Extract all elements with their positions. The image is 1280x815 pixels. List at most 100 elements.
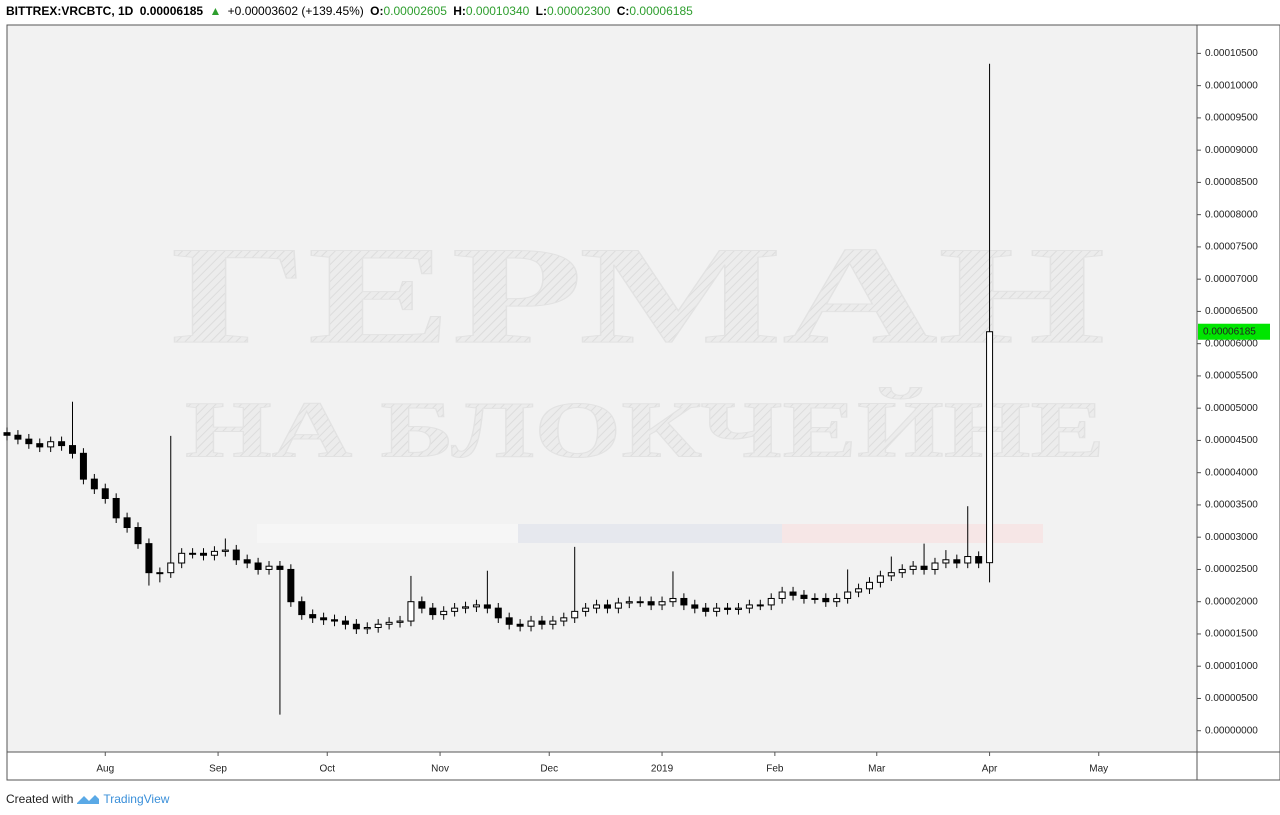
x-tick-label: Apr — [982, 764, 998, 775]
candle-body — [90, 478, 98, 490]
chart: ГЕРМАН НА БЛОКЧЕЙНЕ 0.00000000 0.00000500… — [3, 24, 1280, 781]
frame — [6, 24, 1280, 781]
candle-body — [25, 438, 33, 445]
candle-body — [636, 601, 644, 604]
candle-body — [287, 568, 295, 603]
y-tick-label: 0.00008000 — [1205, 209, 1258, 220]
y-tick-label: 0.00009000 — [1205, 145, 1258, 156]
change-arrow: ▲ — [209, 4, 222, 18]
candle-body — [123, 517, 131, 529]
candle-body — [778, 591, 786, 599]
candle-body — [516, 623, 524, 627]
candle-body — [865, 581, 873, 590]
candle-body — [745, 604, 753, 609]
last-price: 0.00006185 — [139, 4, 204, 18]
candle-body — [942, 559, 950, 564]
candle-body — [811, 597, 819, 600]
range-band — [782, 524, 1043, 543]
candle-body — [483, 604, 491, 609]
y-tick-label: 0.00003500 — [1205, 500, 1258, 511]
candle-body — [429, 607, 437, 616]
candle-body — [669, 597, 677, 603]
candle-body — [178, 552, 186, 564]
candle-body — [571, 610, 579, 619]
y-tick-label: 0.00005000 — [1205, 403, 1258, 414]
candle-body — [331, 619, 339, 622]
candle-body — [309, 614, 317, 619]
y-tick-label: 0.00007000 — [1205, 274, 1258, 285]
change: +0.00003602 (+139.45%) — [227, 4, 364, 18]
candle-body — [789, 591, 797, 596]
y-tick-label: 0.00002000 — [1205, 596, 1258, 607]
candle-body — [243, 559, 251, 564]
last-price-label: 0.00006185 — [1203, 326, 1256, 337]
candle-body — [658, 601, 666, 606]
y-tick-label: 0.00005500 — [1205, 371, 1258, 382]
candle-body — [953, 559, 961, 564]
y-tick-label: 0.00002500 — [1205, 564, 1258, 575]
x-tick-label: Aug — [96, 764, 114, 775]
candle-body — [156, 572, 164, 575]
candle-body — [47, 441, 55, 448]
candle-body — [647, 601, 655, 606]
candle-body — [800, 594, 808, 599]
y-tick-label: 0.00000500 — [1205, 693, 1258, 704]
candle-body — [931, 562, 939, 570]
watermark: ГЕРМАН — [171, 218, 1106, 373]
candle-body — [462, 606, 470, 609]
candle-body — [440, 610, 448, 616]
candle-body — [14, 434, 22, 440]
candle-body — [527, 620, 535, 627]
high-value: 0.00010340 — [465, 4, 530, 18]
logo — [77, 795, 100, 804]
y-tick-label: 0.00004000 — [1205, 467, 1258, 478]
candle-body — [472, 604, 480, 608]
candle-body — [767, 597, 775, 606]
y-tick-label: 0.00010000 — [1205, 80, 1258, 91]
candle-body — [79, 452, 87, 480]
candle-body — [134, 527, 142, 545]
last-price-tag — [1198, 323, 1270, 340]
candle-body — [560, 617, 568, 622]
candle-body — [713, 607, 721, 612]
candle-body — [593, 604, 601, 609]
range-band — [257, 524, 518, 543]
candle-body — [374, 623, 382, 629]
footer: Created with TradingView — [6, 792, 169, 806]
y-tick-label: 0.00006500 — [1205, 306, 1258, 317]
candle-body — [232, 549, 240, 561]
candle-body — [625, 601, 633, 604]
candle-body — [101, 488, 109, 499]
x-tick-label: 2019 — [651, 764, 674, 775]
candle-body — [822, 597, 830, 603]
candle-body — [855, 588, 863, 593]
watermark: НА БЛОКЧЕЙНЕ — [185, 386, 1105, 474]
candle-body — [702, 607, 710, 612]
candle-body — [320, 617, 328, 621]
y-tick-label: 0.00001500 — [1205, 629, 1258, 640]
low-value: 0.00002300 — [546, 4, 611, 18]
candle-body — [494, 607, 502, 619]
y-tick-label: 0.00003000 — [1205, 532, 1258, 543]
open-key: O: — [370, 4, 384, 18]
candle-body — [167, 562, 175, 574]
candle-body — [36, 443, 44, 448]
candle-body — [298, 601, 306, 616]
candle-body — [451, 607, 459, 612]
candle-body — [680, 597, 688, 606]
created-with: Created with — [6, 792, 74, 806]
candle-body — [363, 627, 371, 630]
candle-body — [964, 556, 972, 564]
candle-body — [756, 604, 764, 607]
candle-body — [986, 331, 994, 564]
x-tick-label: Mar — [868, 764, 886, 775]
y-tick-label: 0.00004500 — [1205, 435, 1258, 446]
y-tick-label: 0.00009500 — [1205, 113, 1258, 124]
candle-body — [614, 602, 622, 609]
candle-body — [724, 607, 732, 610]
close-value: 0.00006185 — [629, 4, 693, 18]
y-tick-label: 0.00010500 — [1205, 48, 1258, 59]
candle-body — [254, 562, 262, 570]
high-key: H: — [453, 4, 466, 18]
candle-body — [691, 604, 699, 609]
